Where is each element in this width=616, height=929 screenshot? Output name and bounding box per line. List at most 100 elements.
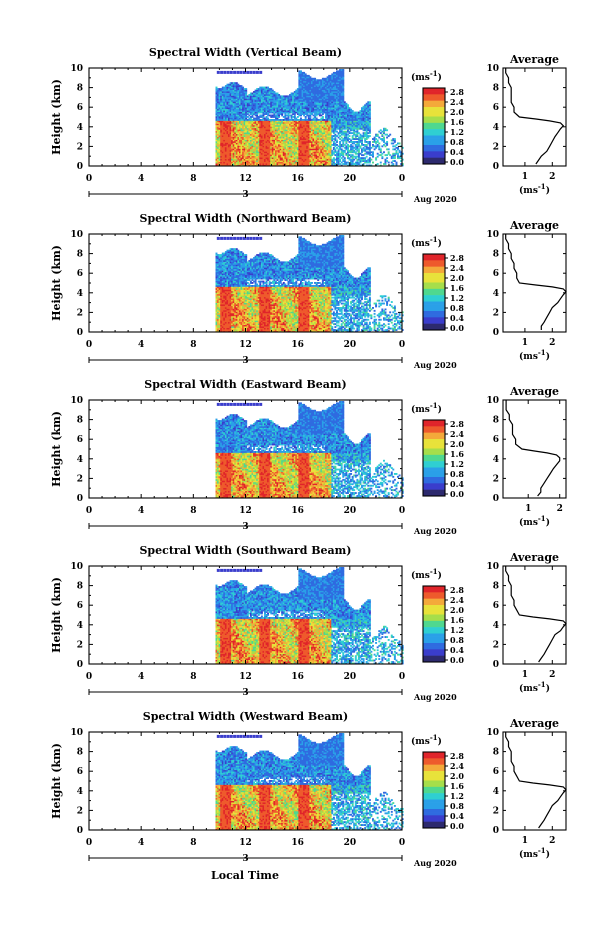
heatmap-cell: [267, 146, 270, 149]
heatmap-cell: [240, 157, 243, 160]
heatmap-cell: [267, 151, 270, 154]
heatmap-cell: [267, 148, 270, 151]
heatmap-cell: [237, 95, 240, 98]
heatmap-cell: [264, 154, 266, 157]
heatmap-cell: [243, 95, 246, 98]
heatmap-cell: [235, 119, 238, 121]
heatmap-cell: [248, 135, 251, 137]
heatmap-cell: [256, 95, 259, 98]
heatmap-cell: [262, 117, 265, 120]
heatmap-cell: [265, 145, 268, 148]
heatmap-cell: [256, 154, 259, 157]
heatmap-cell: [228, 83, 230, 86]
heatmap-cell: [271, 138, 274, 140]
heatmap-cell: [264, 130, 266, 133]
heatmap-cell: [217, 149, 220, 152]
heatmap-cell: [240, 119, 243, 121]
heatmap-cell: [223, 155, 226, 158]
heatmap-cell: [257, 111, 260, 114]
heatmap-cell: [228, 107, 230, 110]
heatmap-cell: [254, 154, 257, 157]
heatmap-cell: [221, 160, 224, 162]
heatmap-cell: [217, 157, 220, 160]
heatmap-cell: [264, 89, 266, 92]
heatmap-cell: [249, 161, 252, 164]
heatmap-cell: [271, 89, 274, 92]
heatmap-cell: [232, 129, 235, 132]
heatmap-cell: [273, 121, 276, 124]
heatmap-cell: [275, 158, 277, 161]
heatmap-cell: [237, 130, 240, 133]
heatmap-cell: [259, 126, 262, 129]
heatmap-cell: [239, 113, 241, 115]
heatmap-cell: [273, 149, 276, 152]
heatmap-cell: [229, 117, 232, 120]
heatmap-cell: [243, 119, 246, 121]
heatmap-cell: [260, 110, 263, 112]
heatmap-cell: [243, 155, 246, 158]
heatmap-cell: [264, 145, 266, 148]
chart-title: Spectral Width (Vertical Beam): [149, 46, 342, 59]
heatmap-cell: [231, 82, 234, 85]
heatmap-cell: [256, 99, 259, 102]
heatmap-cell: [223, 149, 226, 152]
heatmap-cell: [267, 105, 270, 108]
heatmap-cell: [226, 160, 229, 162]
heatmap-cell: [220, 154, 223, 157]
heatmap-cell: [368, 141, 371, 143]
heatmap-cell: [257, 116, 260, 118]
heatmap-cell: [242, 120, 245, 123]
heatmap-cell: [232, 94, 235, 96]
heatmap-cell: [228, 117, 230, 120]
heatmap-cell: [372, 151, 374, 154]
heatmap-cell: [234, 120, 237, 123]
heatmap-cell: [264, 117, 266, 120]
heatmap-cell: [273, 146, 276, 149]
heatmap-cell: [228, 116, 230, 118]
heatmap-cell: [221, 102, 224, 105]
heatmap-cell: [235, 110, 238, 112]
heatmap-cell: [237, 146, 240, 149]
heatmap-cell: [235, 83, 238, 86]
heatmap-cell: [242, 116, 245, 118]
heatmap-cell: [249, 146, 252, 149]
heatmap-cell: [218, 126, 221, 129]
heatmap-cell: [224, 101, 227, 104]
heatmap-cell: [265, 99, 268, 102]
heatmap-cell: [235, 104, 238, 107]
heatmap-cell: [275, 148, 277, 151]
heatmap-cell: [265, 116, 268, 118]
heatmap-cell: [220, 160, 223, 162]
heatmap-cell: [254, 107, 257, 110]
heatmap-cell: [271, 124, 274, 127]
heatmap-cell: [215, 155, 218, 158]
heatmap-cell: [257, 102, 260, 105]
heatmap-cell: [239, 138, 241, 140]
heatmap-cell: [249, 94, 252, 96]
heatmap-cell: [226, 141, 229, 143]
heatmap-cell: [237, 155, 240, 158]
heatmap-cell: [246, 144, 249, 146]
heatmap-cell: [259, 127, 262, 130]
heatmap-cell: [240, 95, 243, 98]
heatmap-cell: [264, 107, 266, 110]
heatmap-cell: [254, 124, 257, 127]
heatmap-cell: [232, 164, 235, 167]
heatmap-cell: [215, 127, 218, 130]
heatmap-cell: [253, 113, 256, 115]
heatmap-cell: [223, 161, 226, 164]
heatmap-cell: [246, 110, 249, 112]
heatmap-cell: [215, 151, 218, 154]
heatmap-cell: [221, 105, 224, 108]
heatmap-cell: [267, 111, 270, 114]
heatmap-cell: [240, 144, 243, 146]
heatmap-cell: [235, 144, 238, 146]
heatmap-cell: [256, 138, 259, 140]
heatmap-cell: [243, 102, 246, 105]
heatmap-cell: [223, 141, 226, 143]
heatmap-cell: [229, 92, 232, 95]
heatmap-cell: [242, 132, 245, 135]
heatmap-cell: [215, 141, 218, 143]
heatmap-cell: [235, 95, 238, 98]
heatmap-cell: [234, 95, 237, 98]
